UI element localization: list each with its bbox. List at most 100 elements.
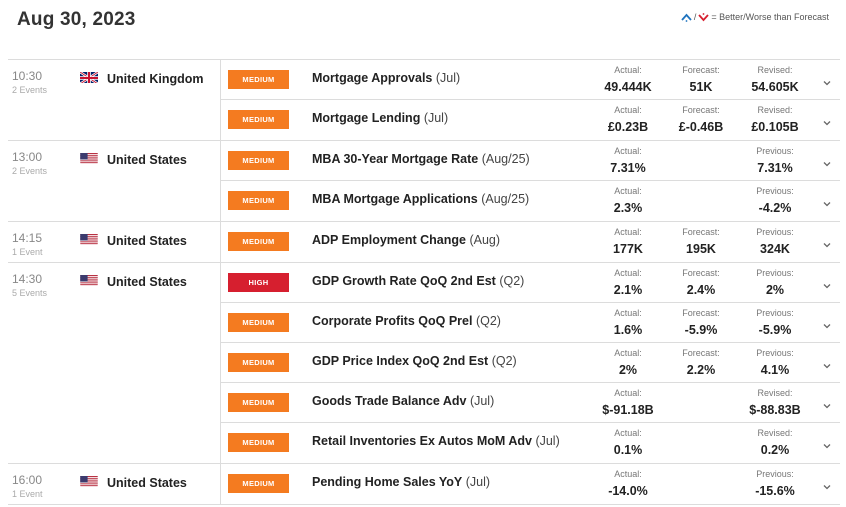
forecast-value: -5.9%	[684, 323, 718, 337]
actual-stat: Actual: 2.3%	[588, 186, 668, 215]
previous-label: Previous:	[756, 348, 794, 358]
forecast-stat: Forecast: -5.9%	[661, 308, 741, 337]
previous-label: Previous:	[756, 308, 794, 318]
chevron-down-icon[interactable]	[822, 358, 832, 369]
event-name: Corporate Profits QoQ Prel	[312, 314, 473, 328]
actual-label: Actual:	[614, 428, 642, 438]
impact-badge: MEDIUM	[228, 474, 289, 493]
previous-value: 2%	[765, 283, 785, 297]
actual-label: Actual:	[614, 388, 642, 398]
chevron-down-icon[interactable]	[822, 479, 832, 490]
previous-value: -4.2%	[758, 201, 792, 215]
event-row[interactable]: MEDIUM MBA 30-Year Mortgage Rate (Aug/25)…	[221, 141, 840, 181]
previous-stat: Previous: 7.31%	[735, 146, 815, 175]
event-row[interactable]: MEDIUM Pending Home Sales YoY (Jul) Actual…	[221, 464, 840, 504]
forecast-stat: Forecast: £-0.46B	[661, 105, 741, 134]
event-row[interactable]: MEDIUM Mortgage Approvals (Jul) Actual: 49.…	[221, 60, 840, 100]
forecast-value: 2.4%	[686, 283, 716, 297]
group-header: 14:15 1 Event United States	[8, 222, 212, 262]
event-period: (Jul)	[423, 111, 449, 125]
event-row[interactable]: MEDIUM Mortgage Lending (Jul) Actual: £0.23…	[221, 100, 840, 140]
event-title: Pending Home Sales YoY (Jul)	[312, 475, 490, 489]
previous-label: Previous:	[756, 227, 794, 237]
event-name: MBA 30-Year Mortgage Rate	[312, 152, 479, 166]
impact-badge: MEDIUM	[228, 191, 289, 210]
forecast-stat	[661, 186, 741, 201]
event-count: 5 Events	[12, 288, 48, 298]
forecast-stat	[661, 428, 741, 443]
previous-value: 4.1%	[760, 363, 790, 377]
impact-badge: MEDIUM	[228, 313, 289, 332]
event-row[interactable]: MEDIUM Goods Trade Balance Adv (Jul) Actua…	[221, 383, 840, 423]
forecast-label	[661, 388, 741, 399]
group-header: 10:30 2 Events United Kingdom	[8, 60, 212, 140]
event-time: 14:15	[12, 231, 43, 245]
impact-badge: MEDIUM	[228, 110, 289, 129]
forecast-label	[661, 146, 741, 157]
event-period: (Q2)	[499, 274, 525, 288]
event-row[interactable]: MEDIUM MBA Mortgage Applications (Aug/25)…	[221, 181, 840, 221]
previous-value: 54.605K	[751, 80, 799, 94]
forecast-stat	[661, 146, 741, 161]
actual-label: Actual:	[614, 227, 642, 237]
actual-value: 7.31%	[610, 161, 646, 175]
event-count: 2 Events	[12, 166, 48, 176]
event-row[interactable]: MEDIUM ADP Employment Change (Aug) Actual:…	[221, 222, 840, 262]
event-row[interactable]: MEDIUM GDP Price Index QoQ 2nd Est (Q2) Ac…	[221, 343, 840, 383]
us-flag-icon	[80, 475, 98, 487]
event-time: 16:00	[12, 473, 43, 487]
event-period: (Jul)	[535, 434, 560, 448]
actual-value: $-91.18B	[602, 403, 654, 417]
actual-stat: Actual: 177K	[588, 227, 668, 256]
previous-label: Revised:	[757, 105, 793, 115]
event-row[interactable]: HIGH GDP Growth Rate QoQ 2nd Est (Q2) Actu…	[221, 263, 840, 303]
event-name: MBA Mortgage Applications	[312, 192, 478, 206]
chevron-down-icon[interactable]	[822, 278, 832, 289]
chevron-down-icon[interactable]	[822, 75, 832, 86]
forecast-stat: Forecast: 2.2%	[661, 348, 741, 377]
forecast-label: Forecast:	[682, 348, 720, 358]
event-row[interactable]: MEDIUM Corporate Profits QoQ Prel (Q2) Act…	[221, 303, 840, 343]
forecast-stat	[661, 388, 741, 403]
forecast-value: 51K	[689, 80, 713, 94]
actual-stat: Actual: 2.1%	[588, 268, 668, 297]
chevron-down-icon[interactable]	[822, 196, 832, 207]
actual-label: Actual:	[614, 186, 642, 196]
country-name: United States	[107, 476, 187, 490]
us-flag-icon	[80, 233, 98, 245]
country-name: United States	[107, 275, 187, 289]
event-name: Mortgage Approvals	[312, 71, 433, 85]
chevron-down-icon[interactable]	[822, 398, 832, 409]
actual-stat: Actual: -14.0%	[588, 469, 668, 498]
previous-label: Previous:	[756, 186, 794, 196]
country-name: United Kingdom	[107, 72, 204, 86]
previous-value: -5.9%	[758, 323, 792, 337]
previous-stat: Previous: -5.9%	[735, 308, 815, 337]
forecast-stat: Forecast: 51K	[661, 65, 741, 94]
chevron-down-icon[interactable]	[822, 237, 832, 248]
previous-stat: Revised: £0.105B	[735, 105, 815, 134]
previous-stat: Previous: -4.2%	[735, 186, 815, 215]
chevron-down-icon[interactable]	[822, 318, 832, 329]
event-title: ADP Employment Change (Aug)	[312, 233, 500, 247]
event-row[interactable]: MEDIUM Retail Inventories Ex Autos MoM Ad…	[221, 423, 840, 463]
event-title: GDP Price Index QoQ 2nd Est (Q2)	[312, 354, 517, 368]
event-name: GDP Price Index QoQ 2nd Est	[312, 354, 489, 368]
better-icon	[681, 13, 692, 22]
event-title: Mortgage Lending (Jul)	[312, 111, 448, 125]
event-name: Pending Home Sales YoY	[312, 475, 463, 489]
us-flag-icon	[80, 274, 98, 286]
forecast-label: Forecast:	[682, 65, 720, 75]
actual-label: Actual:	[614, 348, 642, 358]
chevron-down-icon[interactable]	[822, 438, 832, 449]
actual-value: £0.23B	[607, 120, 649, 134]
event-count: 1 Event	[12, 247, 43, 257]
event-name: ADP Employment Change	[312, 233, 466, 247]
previous-stat: Previous: -15.6%	[735, 469, 815, 498]
event-name: Goods Trade Balance Adv	[312, 394, 467, 408]
actual-stat: Actual: 2%	[588, 348, 668, 377]
chevron-down-icon[interactable]	[822, 156, 832, 167]
event-title: Goods Trade Balance Adv (Jul)	[312, 394, 494, 408]
actual-value: 0.1%	[613, 443, 643, 457]
chevron-down-icon[interactable]	[822, 115, 832, 126]
